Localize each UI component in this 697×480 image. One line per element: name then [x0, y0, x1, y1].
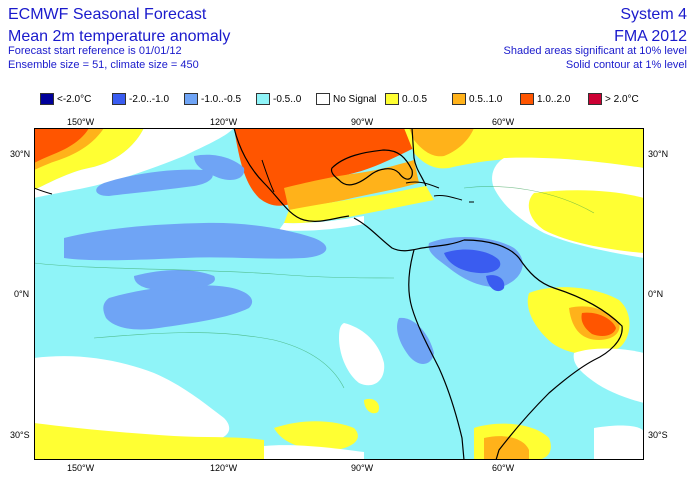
legend-label: <-2.0°C	[57, 93, 92, 105]
coastline-caribbean-islands	[405, 181, 474, 203]
legend-swatch	[588, 93, 602, 105]
warm-anomaly-region	[34, 423, 264, 460]
lon-tick-bottom: 120°W	[210, 463, 238, 473]
lon-tick-bottom: 150°W	[67, 463, 95, 473]
anomaly-map	[34, 128, 644, 460]
coastline-north-america	[233, 128, 350, 222]
significance-contour	[463, 186, 595, 214]
warm-anomaly-region	[234, 128, 414, 206]
legend-label: 0.5..1.0	[469, 93, 503, 105]
no-signal-region	[594, 425, 644, 460]
legend-swatch	[184, 93, 198, 105]
lat-tick-right: 30°N	[648, 149, 669, 159]
legend-item: > 2.0°C	[588, 92, 639, 106]
strong-cool-anomaly-region	[486, 275, 505, 292]
lat-tick-left: 30°N	[10, 149, 31, 159]
lat-tick-left: 0°N	[14, 289, 30, 299]
legend-item: -0.5..0	[256, 92, 301, 106]
forecast-period: FMA 2012	[614, 28, 687, 45]
map-title: ECMWF Seasonal Forecast	[8, 6, 207, 23]
legend-label: > 2.0°C	[605, 93, 639, 105]
strong-cool-anomaly-region	[444, 249, 501, 274]
no-signal-region	[279, 216, 364, 231]
legend-label: -1.0..-0.5	[201, 93, 242, 105]
legend-item: 1.0..2.0	[520, 92, 570, 106]
no-signal-region	[264, 445, 364, 460]
cool-anomaly-region	[96, 169, 213, 196]
warm-anomaly-region	[34, 128, 89, 163]
legend-label: -0.5..0	[273, 93, 302, 105]
warm-anomaly-region	[274, 421, 358, 451]
coastline-hawaii	[34, 187, 53, 195]
significance-note-1: Solid contour at 1% level	[565, 59, 687, 71]
lon-tick-top: 150°W	[67, 117, 95, 127]
cool-anomaly-region	[194, 154, 245, 180]
lon-tick-top: 120°W	[210, 117, 238, 127]
significance-contour	[93, 332, 345, 389]
legend-item: -1.0..-0.5	[184, 92, 241, 106]
legend-swatch	[112, 93, 126, 105]
legend-label: 0..0.5	[402, 93, 428, 105]
map-frame	[34, 128, 644, 460]
lat-tick-right: 0°N	[648, 289, 664, 299]
coastline-south-america-west	[408, 249, 465, 460]
warm-anomaly-region	[581, 312, 616, 336]
lat-tick-right: 30°S	[648, 430, 668, 440]
warm-anomaly-region	[409, 128, 474, 157]
coastline-central-america	[353, 217, 465, 252]
cool-anomaly-region	[397, 317, 434, 364]
coastline-gulf-of-mexico	[330, 149, 413, 186]
legend-item: -2.0..-1.0	[112, 92, 169, 106]
significance-contour	[34, 262, 395, 279]
coastline-south-america-east	[463, 239, 623, 460]
no-signal-region	[339, 323, 385, 386]
warm-anomaly-region	[528, 190, 644, 253]
lon-tick-top: 90°W	[351, 117, 374, 127]
warm-anomaly-region	[364, 398, 380, 414]
coastline-baja-california	[261, 159, 275, 193]
legend-swatch	[40, 93, 54, 105]
legend-swatch	[520, 93, 534, 105]
cool-anomaly-region	[64, 222, 327, 261]
lon-tick-bottom: 60°W	[492, 463, 515, 473]
lon-tick-bottom: 90°W	[351, 463, 374, 473]
legend-item: 0.5..1.0	[452, 92, 502, 106]
legend-label: 1.0..2.0	[537, 93, 571, 105]
cool-anomaly-region	[134, 270, 215, 291]
lat-tick-left: 30°S	[10, 430, 30, 440]
no-signal-region	[34, 128, 234, 198]
ensemble-size: Ensemble size = 51, climate size = 450	[8, 59, 199, 71]
legend-swatch	[452, 93, 466, 105]
legend-item: No Signal	[316, 92, 376, 106]
significance-note-10: Shaded areas significant at 10% level	[503, 45, 687, 57]
cool-anomaly-region	[103, 285, 253, 330]
legend-swatch	[316, 93, 330, 105]
warm-anomaly-region	[484, 436, 529, 460]
map-subtitle: Mean 2m temperature anomaly	[8, 28, 231, 45]
legend-item: <-2.0°C	[40, 92, 91, 106]
legend-label: No Signal	[333, 93, 377, 105]
no-signal-region	[34, 356, 230, 441]
system-label: System 4	[620, 6, 687, 23]
legend-item: 0..0.5	[385, 92, 427, 106]
lon-tick-top: 60°W	[492, 117, 515, 127]
legend-label: -2.0..-1.0	[129, 93, 170, 105]
legend-swatch	[256, 93, 270, 105]
map-svg	[34, 128, 644, 460]
forecast-start-reference: Forecast start reference is 01/01/12	[8, 45, 182, 57]
warm-anomaly-region	[284, 186, 434, 224]
legend-swatch	[385, 93, 399, 105]
